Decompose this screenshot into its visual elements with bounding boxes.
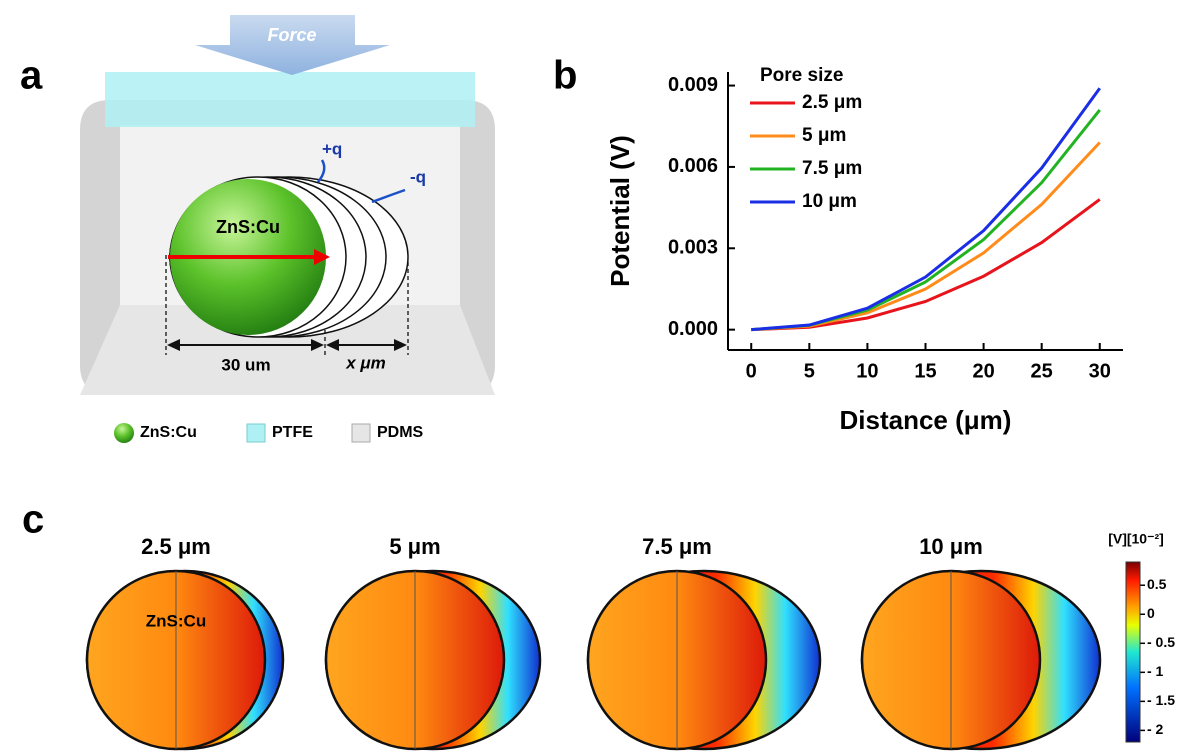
series-line (751, 87, 1101, 332)
particle-label: ZnS:Cu (146, 611, 206, 630)
x-axis-label: Distance (μm) (840, 405, 1012, 435)
y-tick-label: 0.003 (668, 237, 718, 259)
x-tick-label: 15 (914, 360, 936, 382)
simulations: 2.5 μm 5 μm 7.5 μm 10 μm ZnS:Cu 0.5 0 - 0.5 - 1 -… (85, 534, 1175, 751)
sim-title: 10 μm (919, 534, 983, 559)
charge-label: +q (322, 139, 342, 158)
y-axis-label: Potential (V) (605, 135, 635, 287)
charge-arrow (371, 188, 406, 204)
particle-label: ZnS:Cu (216, 217, 280, 237)
x-tick-label: 25 (1031, 360, 1053, 382)
panel-label: b (553, 54, 577, 98)
charge-label: -q (410, 167, 426, 186)
legend-title: Pore size (760, 65, 843, 86)
colorbar-tick-label: - 1.5 (1147, 692, 1175, 708)
pdms-floor (80, 305, 495, 395)
legend-label: 10 μm (802, 191, 857, 212)
y-tick-label: 0.006 (668, 155, 718, 177)
colorbar-tick-label: - 0.5 (1147, 634, 1175, 650)
sim-title: 5 μm (389, 534, 440, 559)
colorbar-tick-label: - 1 (1147, 663, 1164, 679)
legend-ball (114, 423, 134, 443)
x-tick-label: 0 (746, 360, 757, 382)
x-tick-label: 10 (856, 360, 878, 382)
series-line (751, 198, 1101, 332)
arrowhead (394, 339, 407, 351)
colorbar-tick-label: 0.5 (1147, 576, 1167, 592)
line-chart: 0.000 0.003 0.006 0.009 0 5 10 15 20 25 30 Distance… (605, 65, 1123, 435)
colorbar-title: [V][10⁻²] (1108, 531, 1164, 547)
y-tick-label: 0.000 (668, 318, 718, 340)
legend-label: PTFE (272, 424, 313, 441)
colorbar (1125, 561, 1141, 743)
legend-label: PDMS (377, 424, 424, 441)
force-label: Force (267, 25, 316, 45)
panel-label: c (22, 498, 44, 542)
x-tick-label: 30 (1089, 360, 1111, 382)
arrowhead (326, 339, 339, 351)
dimension-arrowheads (167, 339, 407, 351)
x-tick-label: 5 (804, 360, 815, 382)
colorbar-tick-label: 0 (1147, 605, 1155, 621)
legend-ptfe (246, 423, 266, 443)
dim-label: 30 um (221, 355, 270, 374)
sim-title: 2.5 μm (141, 534, 211, 559)
red-arrowhead (314, 249, 330, 265)
legend-label: 7.5 μm (802, 158, 862, 179)
colorbar-tick-label: - 2 (1147, 721, 1164, 737)
charge-arrow (317, 159, 326, 183)
ptfe (105, 72, 475, 127)
legend-pdms (351, 423, 371, 443)
sim-title: 7.5 μm (642, 534, 712, 559)
panel-label: a (20, 54, 43, 98)
legend-label: ZnS:Cu (140, 424, 197, 441)
y-tick-label: 0.009 (668, 74, 718, 96)
legend-label: 2.5 μm (802, 92, 862, 113)
x-tick-label: 20 (972, 360, 994, 382)
force-arrow (195, 15, 390, 75)
legend-label: 5 μm (802, 125, 846, 146)
dim-label: x μm (345, 353, 386, 372)
dimension-guides (165, 255, 409, 355)
arrowhead (311, 339, 324, 351)
arrowhead (167, 339, 180, 351)
